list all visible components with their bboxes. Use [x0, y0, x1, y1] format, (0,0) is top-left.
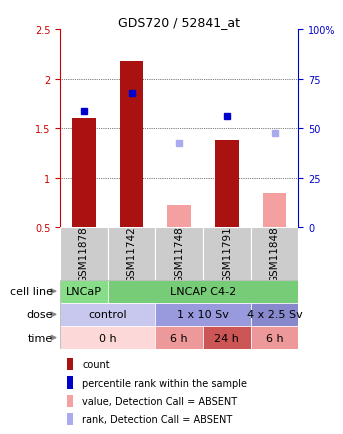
Text: GSM11878: GSM11878	[79, 226, 89, 282]
Bar	[155, 326, 203, 349]
Text: rank, Detection Call = ABSENT: rank, Detection Call = ABSENT	[82, 414, 233, 424]
Bar	[155, 303, 251, 326]
Bar	[108, 228, 155, 280]
Bar	[215, 141, 239, 228]
Bar	[251, 228, 298, 280]
Bar	[251, 303, 298, 326]
Text: LNCAP C4-2: LNCAP C4-2	[170, 286, 236, 296]
Text: GSM11742: GSM11742	[127, 226, 137, 282]
Text: 0 h: 0 h	[99, 333, 117, 343]
Bar	[72, 118, 96, 228]
Text: dose: dose	[27, 310, 53, 319]
Text: 6 h: 6 h	[170, 333, 188, 343]
Bar	[108, 280, 298, 303]
Text: percentile rank within the sample: percentile rank within the sample	[82, 378, 247, 388]
Text: GSM11748: GSM11748	[174, 226, 184, 282]
Title: GDS720 / 52841_at: GDS720 / 52841_at	[118, 16, 240, 29]
Text: 6 h: 6 h	[266, 333, 283, 343]
Bar	[60, 280, 108, 303]
Text: value, Detection Call = ABSENT: value, Detection Call = ABSENT	[82, 396, 237, 406]
Text: 24 h: 24 h	[214, 333, 239, 343]
Bar	[60, 326, 155, 349]
Bar	[251, 326, 298, 349]
Bar	[203, 326, 251, 349]
Text: count: count	[82, 359, 110, 369]
Text: time: time	[28, 333, 53, 343]
Text: LNCaP: LNCaP	[66, 286, 102, 296]
Text: 4 x 2.5 Sv: 4 x 2.5 Sv	[247, 310, 303, 319]
Bar	[167, 205, 191, 228]
Bar	[155, 228, 203, 280]
Bar	[120, 62, 143, 228]
Text: GSM11791: GSM11791	[222, 226, 232, 282]
Text: cell line: cell line	[10, 286, 53, 296]
Text: GSM11848: GSM11848	[270, 226, 280, 282]
Text: 1 x 10 Sv: 1 x 10 Sv	[177, 310, 229, 319]
Text: control: control	[88, 310, 127, 319]
Bar	[203, 228, 251, 280]
Bar	[60, 228, 108, 280]
Bar	[60, 303, 155, 326]
Bar	[263, 193, 286, 228]
